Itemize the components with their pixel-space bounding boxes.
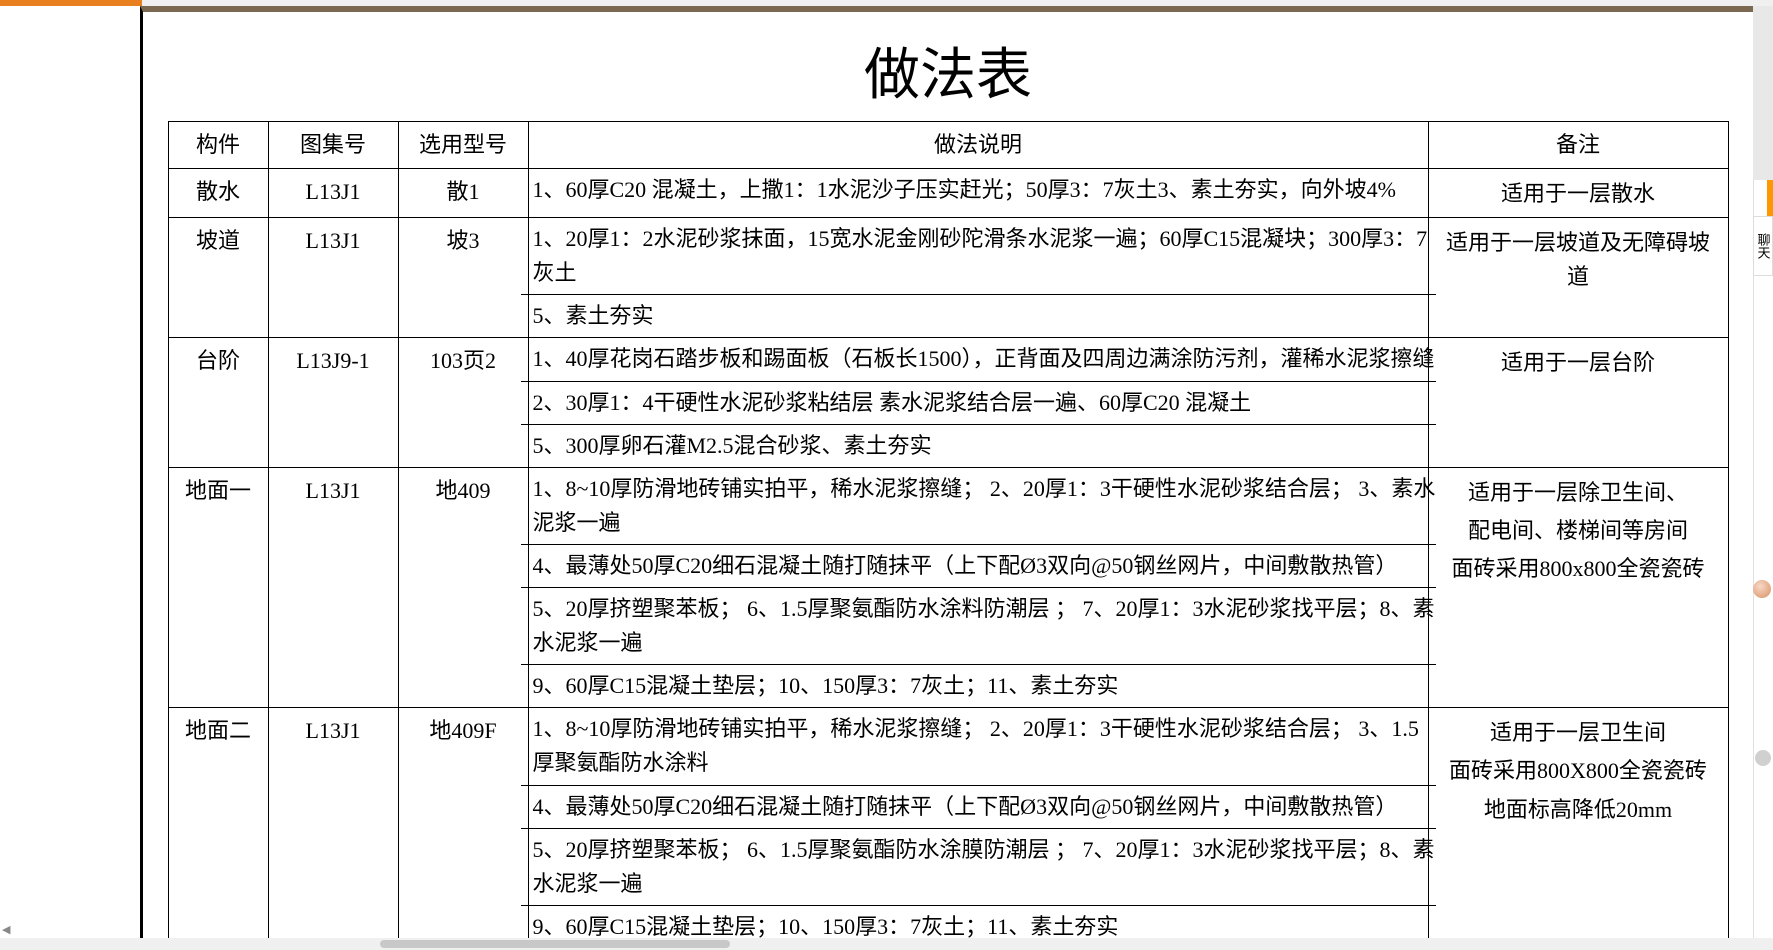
remark-line: 适用于一层台阶: [1437, 344, 1720, 382]
cell-description: 1、40厚花岗石踏步板和踢面板（石板长1500），正背面及四周边满涂防污剂，灌稀…: [528, 338, 1428, 467]
cell-remark: 适用于一层除卫生间、配电间、楼梯间等房间面砖采用800x800全瓷瓷砖: [1428, 467, 1728, 708]
cell-atlas: L13J9-1: [268, 338, 398, 467]
cell-model: 地409: [398, 467, 528, 708]
desc-line: 9、60厚C15混凝土垫层；10、150厚3：7灰土；11、素土夯实: [521, 906, 1436, 938]
header-remark: 备注: [1428, 122, 1728, 169]
cell-description: 1、8~10厚防滑地砖铺实拍平，稀水泥浆擦缝； 2、20厚1：3干硬性水泥砂浆结…: [528, 708, 1428, 938]
cell-component: 地面一: [168, 467, 268, 708]
cell-remark: 适用于一层散水: [1428, 169, 1728, 218]
desc-line: 1、60厚C20 混凝土，上撒1：1水泥沙子压实赶光；50厚3：7灰土3、素土夯…: [521, 169, 1436, 211]
document-page: 做法表 构件 图集号 选用型号 做法说明 备注 散水L13J1散11、60厚C2…: [140, 6, 1753, 938]
table-row: 地面二L13J1地409F1、8~10厚防滑地砖铺实拍平，稀水泥浆擦缝； 2、2…: [168, 708, 1728, 938]
desc-line: 1、8~10厚防滑地砖铺实拍平，稀水泥浆擦缝； 2、20厚1：3干硬性水泥砂浆结…: [521, 708, 1436, 785]
desc-line: 5、300厚卵石灌M2.5混合砂浆、素土夯实: [521, 425, 1436, 467]
cell-description: 1、8~10厚防滑地砖铺实拍平，稀水泥浆擦缝； 2、20厚1：3干硬性水泥砂浆结…: [528, 467, 1428, 708]
header-model: 选用型号: [398, 122, 528, 169]
cell-atlas: L13J1: [268, 218, 398, 338]
horizontal-scrollbar[interactable]: [0, 938, 1773, 950]
desc-line: 5、素土夯实: [521, 295, 1436, 337]
cell-component: 地面二: [168, 708, 268, 938]
header-desc: 做法说明: [528, 122, 1428, 169]
remark-line: 地面标高降低20mm: [1437, 791, 1720, 829]
table-row: 地面一L13J1地4091、8~10厚防滑地砖铺实拍平，稀水泥浆擦缝； 2、20…: [168, 467, 1728, 708]
table-row: 台阶L13J9-1103页21、40厚花岗石踏步板和踢面板（石板长1500），正…: [168, 338, 1728, 467]
cell-model: 地409F: [398, 708, 528, 938]
table-row: 坡道L13J1坡31、20厚1：2水泥砂浆抹面，15宽水泥金刚砂陀滑条水泥浆一遍…: [168, 218, 1728, 338]
header-atlas: 图集号: [268, 122, 398, 169]
cell-remark: 适用于一层坡道及无障碍坡道: [1428, 218, 1728, 338]
user-avatar-icon[interactable]: [1753, 580, 1771, 598]
cell-model: 坡3: [398, 218, 528, 338]
cell-remark: 适用于一层卫生间面砖采用800X800全瓷瓷砖地面标高降低20mm: [1428, 708, 1728, 938]
page-title: 做法表: [143, 12, 1753, 121]
desc-line: 5、20厚挤塑聚苯板； 6、1.5厚聚氨酯防水涂膜防潮层 ； 7、20厚1：3水…: [521, 829, 1436, 906]
cell-atlas: L13J1: [268, 169, 398, 218]
cell-atlas: L13J1: [268, 467, 398, 708]
cell-description: 1、60厚C20 混凝土，上撒1：1水泥沙子压实赶光；50厚3：7灰土3、素土夯…: [528, 169, 1428, 218]
right-side-panel: [1753, 180, 1773, 940]
remark-line: 面砖采用800X800全瓷瓷砖: [1437, 752, 1720, 790]
cell-component: 散水: [168, 169, 268, 218]
remark-line: 面砖采用800x800全瓷瓷砖: [1437, 550, 1720, 588]
desc-line: 1、20厚1：2水泥砂浆抹面，15宽水泥金刚砂陀滑条水泥浆一遍；60厚C15混凝…: [521, 218, 1436, 295]
cell-model: 103页2: [398, 338, 528, 467]
desc-line: 9、60厚C15混凝土垫层；10、150厚3：7灰土；11、素土夯实: [521, 665, 1436, 707]
chat-tab[interactable]: 聊天: [1753, 216, 1773, 276]
remark-line: 配电间、楼梯间等房间: [1437, 512, 1720, 550]
left-gutter: [0, 6, 140, 938]
cell-component: 台阶: [168, 338, 268, 467]
desc-line: 5、20厚挤塑聚苯板； 6、1.5厚聚氨酯防水涂料防潮层 ； 7、20厚1：3水…: [521, 588, 1436, 665]
cell-description: 1、20厚1：2水泥砂浆抹面，15宽水泥金刚砂陀滑条水泥浆一遍；60厚C15混凝…: [528, 218, 1428, 338]
desc-line: 1、8~10厚防滑地砖铺实拍平，稀水泥浆擦缝； 2、20厚1：3干硬性水泥砂浆结…: [521, 468, 1436, 545]
cell-model: 散1: [398, 169, 528, 218]
emoji-icon[interactable]: [1755, 750, 1771, 766]
right-accent-tab[interactable]: [1767, 180, 1773, 216]
header-component: 构件: [168, 122, 268, 169]
desc-line: 4、最薄处50厚C20细石混凝土随打随抹平（上下配Ø3双向@50钢丝网片，中间敷…: [521, 786, 1436, 829]
cell-atlas: L13J1: [268, 708, 398, 938]
remark-line: 适用于一层坡道及无障碍坡道: [1437, 224, 1720, 296]
remark-line: 适用于一层卫生间: [1437, 714, 1720, 752]
remark-line: 适用于一层除卫生间、: [1437, 474, 1720, 512]
table-header-row: 构件 图集号 选用型号 做法说明 备注: [168, 122, 1728, 169]
desc-line: 4、最薄处50厚C20细石混凝土随打随抹平（上下配Ø3双向@50钢丝网片，中间敷…: [521, 545, 1436, 588]
remark-line: 适用于一层散水: [1437, 175, 1720, 213]
cell-component: 坡道: [168, 218, 268, 338]
construction-table: 构件 图集号 选用型号 做法说明 备注 散水L13J1散11、60厚C20 混凝…: [168, 121, 1729, 938]
desc-line: 1、40厚花岗石踏步板和踢面板（石板长1500），正背面及四周边满涂防污剂，灌稀…: [521, 338, 1436, 381]
viewport: 做法表 构件 图集号 选用型号 做法说明 备注 散水L13J1散11、60厚C2…: [0, 0, 1773, 950]
table-row: 散水L13J1散11、60厚C20 混凝土，上撒1：1水泥沙子压实赶光；50厚3…: [168, 169, 1728, 218]
cell-remark: 适用于一层台阶: [1428, 338, 1728, 467]
desc-line: 2、30厚1：4干硬性水泥砂浆粘结层 素水泥浆结合层一遍、60厚C20 混凝土: [521, 382, 1436, 425]
scroll-left-icon[interactable]: ◀: [2, 923, 10, 936]
